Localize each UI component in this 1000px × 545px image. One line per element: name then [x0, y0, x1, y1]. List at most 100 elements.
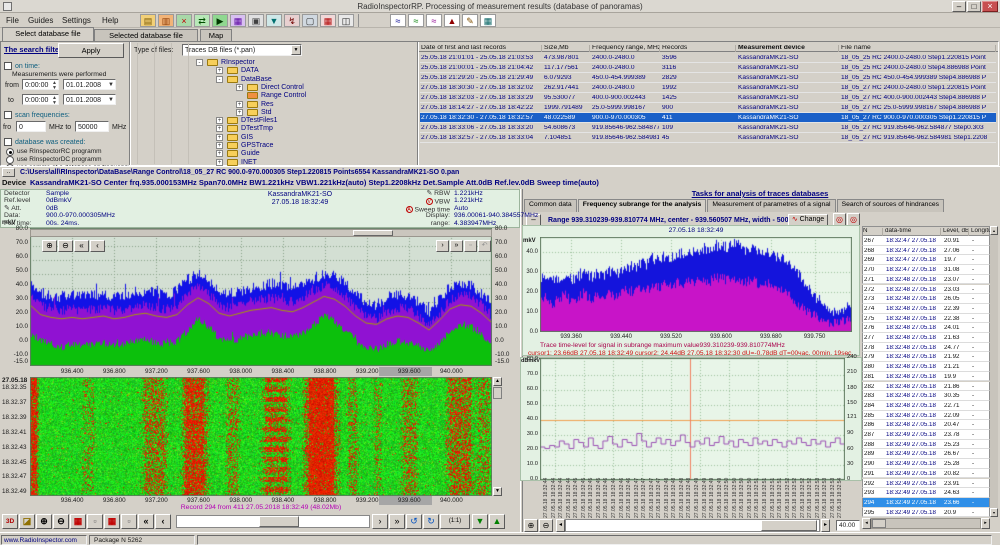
to-time-spinner[interactable]: ▲ ▼ — [52, 95, 57, 105]
tree-item-dtesttmp[interactable]: DTestTmp — [241, 125, 273, 133]
table-row[interactable] — [862, 468, 990, 479]
table-row[interactable] — [862, 333, 990, 343]
scan-frequencies-checkbox[interactable] — [4, 111, 12, 119]
close-button[interactable]: × — [982, 1, 998, 12]
spectrum-undo-button[interactable]: ↶ — [478, 240, 491, 252]
spectrum-h-scrollbar[interactable] — [30, 229, 492, 237]
files-column-header[interactable]: File name — [839, 45, 996, 52]
levels-hscroll-left[interactable]: ◂ — [862, 518, 871, 529]
table-row[interactable] — [862, 303, 990, 314]
from-time-field[interactable]: 0:00:00 ▲ ▼ — [22, 79, 59, 90]
file-type-combobox[interactable]: Traces DB files (*.pan) ▼ — [182, 44, 302, 56]
panorama-spectrum-canvas[interactable] — [30, 228, 492, 366]
move-up-button[interactable]: ▲ — [489, 514, 505, 529]
status-website-text[interactable]: www.RadioInspector.com — [4, 537, 77, 544]
table-row[interactable] — [862, 439, 990, 450]
tree-expand-toggle[interactable]: + — [216, 158, 223, 166]
table-row[interactable] — [862, 323, 990, 333]
table-row[interactable] — [862, 459, 990, 469]
table-row[interactable] — [862, 507, 990, 518]
table-row[interactable] — [862, 342, 990, 353]
freq-from-field[interactable]: 0 — [16, 121, 46, 132]
tree-item-gpstrace[interactable]: GPSTrace — [241, 142, 274, 149]
loop-back-button[interactable]: ↺ — [406, 514, 422, 529]
move-down-button[interactable]: ▼ — [472, 514, 488, 529]
monitor-icon[interactable]: ▢ — [302, 14, 318, 27]
levels-hscroll-track[interactable] — [871, 518, 981, 529]
red-table2-button[interactable]: ▦ — [104, 514, 120, 529]
files-column-header[interactable]: Size,Mb — [542, 45, 590, 52]
levels-column-header[interactable]: N — [863, 228, 883, 236]
table-row[interactable] — [420, 63, 996, 73]
import-panorama-icon[interactable]: ▥ — [158, 14, 174, 27]
tree-expand-toggle[interactable]: - — [216, 75, 223, 83]
tree-item-res[interactable]: Res — [261, 100, 274, 108]
trace-waterfall-icon[interactable]: ≈ — [408, 14, 424, 27]
spectrum-zoom-out-button[interactable]: ⊖ — [58, 240, 73, 252]
waterfall-canvas[interactable] — [30, 377, 492, 496]
loop-forward-button[interactable]: ↻ — [423, 514, 439, 529]
table-row[interactable] — [420, 93, 996, 103]
trace-max-icon[interactable]: ▲ — [444, 14, 460, 27]
to-time-field[interactable]: 0:00:00 ▲ ▼ — [22, 94, 59, 105]
trace-grid-icon[interactable]: ▦ — [480, 14, 496, 27]
first-record-button[interactable]: « — [138, 514, 154, 529]
table-row[interactable] — [862, 381, 990, 392]
menu-guides[interactable]: Guides — [28, 16, 54, 25]
window-layout-icon[interactable]: ◫ — [338, 14, 354, 27]
from-date-field[interactable]: 01.01.2008 ▼ — [63, 79, 116, 90]
apply-button[interactable]: Apply — [58, 43, 124, 58]
on-time-checkbox[interactable] — [4, 62, 12, 70]
tree-item-database[interactable]: DataBase — [241, 75, 272, 83]
printer-icon[interactable]: ▣ — [248, 14, 264, 27]
levels-vscroll-down[interactable]: ▾ — [990, 508, 998, 517]
waterfall-scrollbar-thumb[interactable] — [493, 387, 502, 399]
prev-record-button[interactable]: ‹ — [155, 514, 171, 529]
maximize-button[interactable]: □ — [967, 1, 981, 12]
analysis-tab-1[interactable]: Frequency subrange for the analysis — [577, 199, 707, 212]
tree-expand-toggle[interactable]: + — [216, 150, 223, 158]
tree-item-inet[interactable]: INET — [241, 158, 257, 166]
tree-expand-toggle[interactable]: + — [236, 108, 243, 116]
convert-database-icon[interactable]: ⇄ — [194, 14, 210, 27]
table-row[interactable] — [862, 449, 990, 460]
table-row[interactable] — [862, 284, 990, 295]
radio-rinspector-dc[interactable] — [6, 156, 14, 164]
level-scroll-right[interactable]: ▸ — [821, 519, 830, 532]
path-up-button[interactable]: .. — [2, 168, 15, 177]
table-row[interactable] — [862, 294, 990, 304]
table-row[interactable] — [420, 103, 996, 113]
level-scroll-left[interactable]: ◂ — [556, 519, 565, 532]
tree-expand-toggle[interactable]: + — [216, 142, 223, 149]
table-row[interactable] — [862, 313, 990, 324]
levels-hscroll-thumb[interactable] — [872, 519, 886, 528]
database-created-checkbox[interactable] — [4, 138, 12, 146]
subrange-spectrum-canvas[interactable] — [540, 237, 852, 332]
tree-item-rinspector[interactable]: RInspector — [221, 59, 255, 66]
tree-item-std[interactable]: Std — [261, 108, 272, 116]
tree-expand-toggle[interactable]: + — [236, 83, 243, 91]
files-column-header[interactable]: Measurement device — [736, 45, 839, 52]
tree-item-data[interactable]: DATA — [241, 67, 259, 75]
levels-hscroll-right[interactable]: ▸ — [981, 518, 990, 529]
tree-item-direct-control[interactable]: Direct Control — [261, 83, 304, 91]
spectrum-marker-button[interactable]: ▫ — [464, 240, 477, 252]
table-row[interactable] — [862, 478, 990, 489]
tasks-link[interactable]: Tasks for analysis of traces databases — [691, 189, 829, 198]
spectrum-step-left-button[interactable]: ‹ — [90, 240, 105, 252]
tree-item-guide[interactable]: Guide — [241, 150, 260, 158]
levels-column-header[interactable]: Longitude, — [971, 228, 991, 236]
search-filter-link[interactable]: The search filter — [4, 45, 62, 54]
table-row[interactable] — [862, 362, 990, 372]
table-row[interactable] — [862, 265, 990, 275]
waterfall-scroll-down[interactable]: ▼ — [493, 487, 502, 496]
files-column-header[interactable]: Frequency range, MHz — [592, 45, 660, 52]
tab-select-database-file[interactable]: Select database file — [2, 27, 94, 41]
tree-expand-toggle[interactable]: - — [196, 59, 203, 66]
tree-expand-toggle[interactable]: + — [216, 67, 223, 75]
last-record-button[interactable]: » — [389, 514, 405, 529]
freq-to-field[interactable]: 50000 — [75, 121, 109, 132]
spectrum-zoom-in-button[interactable]: ⊕ — [42, 240, 57, 252]
report-table-icon[interactable]: ▦ — [320, 14, 336, 27]
marker-dot2-button[interactable]: ▫ — [121, 514, 137, 529]
